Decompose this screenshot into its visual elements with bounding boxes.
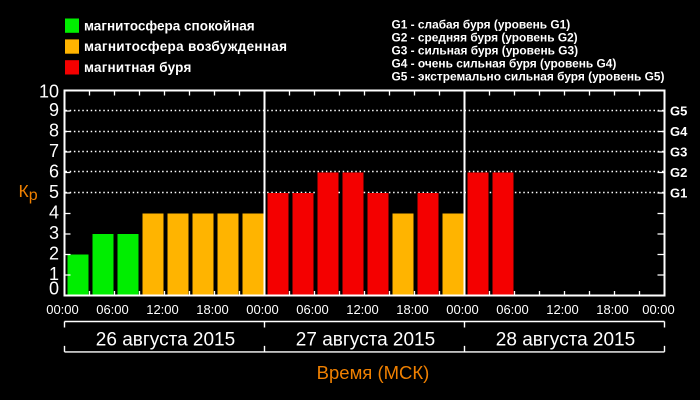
svg-text:26 августа 2015: 26 августа 2015 [96,329,235,350]
svg-text:2: 2 [49,244,59,264]
svg-text:00:00: 00:00 [46,302,79,317]
svg-text:1: 1 [49,264,59,284]
svg-text:G3: G3 [670,145,687,160]
svg-text:12:00: 12:00 [146,302,179,317]
svg-text:G2 - средняя буря (уровень G2): G2 - средняя буря (уровень G2) [392,30,578,44]
svg-text:G1 - слабая буря (уровень G1): G1 - слабая буря (уровень G1) [392,17,571,31]
svg-text:00:00: 00:00 [642,302,675,317]
svg-text:G5 - экстремально сильная буря: G5 - экстремально сильная буря (уровень … [392,70,665,84]
svg-text:00:00: 00:00 [246,302,279,317]
svg-text:Время (МСК): Время (МСК) [317,362,430,383]
svg-text:G3 - сильная буря (уровень G3): G3 - сильная буря (уровень G3) [392,44,579,58]
svg-text:18:00: 18:00 [596,302,629,317]
svg-text:06:00: 06:00 [496,302,529,317]
svg-text:8: 8 [49,121,59,141]
svg-text:3: 3 [49,223,59,243]
svg-text:12:00: 12:00 [546,302,579,317]
svg-text:00:00: 00:00 [446,302,479,317]
svg-text:G4: G4 [670,124,688,139]
svg-text:4: 4 [49,203,59,223]
svg-text:27 августа 2015: 27 августа 2015 [296,329,435,350]
svg-text:10: 10 [39,82,59,102]
svg-text:18:00: 18:00 [196,302,229,317]
svg-text:18:00: 18:00 [396,302,429,317]
svg-text:12:00: 12:00 [346,302,379,317]
svg-text:6: 6 [49,162,59,182]
svg-text:магнитосфера возбужденная: магнитосфера возбужденная [84,39,287,54]
svg-text:06:00: 06:00 [96,302,129,317]
svg-text:06:00: 06:00 [296,302,329,317]
svg-text:7: 7 [49,141,59,161]
svg-text:магнитная буря: магнитная буря [84,60,192,75]
svg-text:9: 9 [49,100,59,120]
svg-text:G1: G1 [670,186,687,201]
svg-text:G4 - очень сильная буря (урове: G4 - очень сильная буря (уровень G4) [392,57,617,71]
svg-text:Кр: Кр [19,181,38,204]
svg-text:G5: G5 [670,104,687,119]
svg-text:28 августа 2015: 28 августа 2015 [496,329,635,350]
svg-text:магнитосфера спокойная: магнитосфера спокойная [84,18,255,33]
svg-text:G2: G2 [670,165,687,180]
svg-text:0: 0 [49,279,59,299]
svg-text:5: 5 [49,182,59,202]
